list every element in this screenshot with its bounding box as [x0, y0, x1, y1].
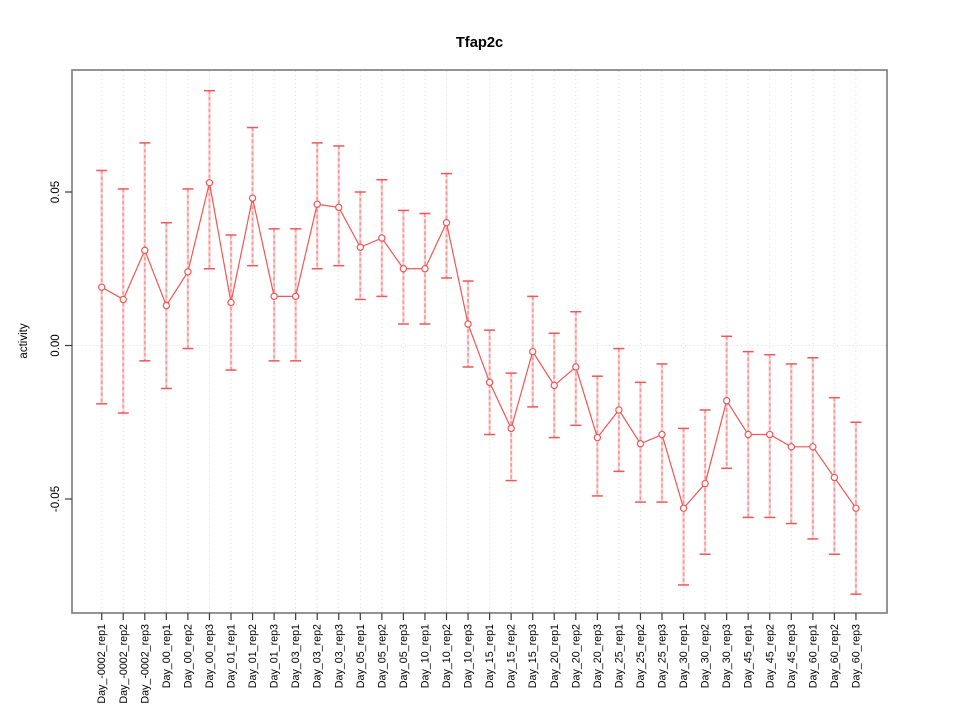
- x-tick-label: Day_-0002_rep3: [139, 624, 151, 704]
- x-tick-label: Day_03_rep1: [290, 624, 302, 688]
- data-point-marker: [830, 473, 839, 482]
- x-tick-label: Day_05_rep1: [355, 624, 367, 688]
- chart-title: Tfap2c: [456, 35, 503, 51]
- series-line: [101, 182, 857, 510]
- data-point-marker: [119, 295, 127, 304]
- data-point-marker: [787, 443, 796, 451]
- plot-box: [71, 69, 888, 614]
- x-tick-label: Day_25_rep2: [635, 624, 647, 688]
- data-point-marker: [227, 298, 235, 307]
- x-tick-label: Day_45_rep2: [764, 624, 776, 688]
- x-tick-label: Day_60_rep1: [807, 624, 819, 688]
- x-tick-label: Day_01_rep1: [226, 624, 238, 688]
- data-point-marker: [507, 424, 515, 433]
- data-point-marker: [421, 265, 429, 273]
- x-tick-label: Day_15_rep1: [484, 624, 496, 688]
- x-tick-label: Day_00_rep3: [204, 624, 216, 688]
- data-point-marker: [97, 283, 106, 291]
- x-tick-label: Day_45_rep1: [743, 624, 755, 688]
- x-tick-label: Day_30_rep3: [721, 624, 733, 688]
- x-tick-label: Day_45_rep3: [786, 624, 798, 688]
- data-point-marker: [636, 440, 645, 448]
- y-axis-title: activity: [18, 323, 30, 358]
- x-tick-label: Day_10_rep2: [441, 624, 453, 688]
- x-tick-label: Day_60_rep2: [829, 624, 841, 688]
- data-point-marker: [529, 347, 537, 356]
- data-point-marker: [335, 203, 343, 212]
- data-point-marker: [442, 218, 451, 227]
- data-point-marker: [701, 479, 709, 488]
- data-point-marker: [485, 378, 494, 387]
- plot-area: -0.05 0.00 0.05 Day_-0002_rep1 Day_-0002_rep…: [50, 69, 888, 704]
- y-tick-label: 0.05: [50, 181, 62, 203]
- x-tick-label: Day_00_rep1: [161, 624, 173, 688]
- data-point-marker: [766, 430, 774, 439]
- data-point-marker: [679, 504, 688, 512]
- x-tick-label: Day_-0002_rep1: [96, 624, 108, 704]
- x-tick-label: Day_20_rep3: [592, 624, 604, 688]
- x-tick-label: Day_30_rep2: [700, 624, 712, 688]
- x-tick-label: Day_10_rep3: [463, 624, 475, 688]
- data-point-marker: [356, 243, 364, 251]
- data-point-marker: [550, 381, 558, 390]
- data-point-marker: [464, 320, 472, 328]
- x-tick-label: Day_05_rep2: [376, 624, 388, 688]
- data-point-marker: [722, 397, 731, 405]
- x-tick-label: Day_20_rep2: [570, 624, 582, 688]
- data-point-marker: [184, 268, 192, 276]
- data-point-marker: [141, 246, 149, 255]
- data-point-marker: [658, 430, 666, 439]
- data-point-marker: [615, 406, 623, 414]
- x-tick-label: Day_-0002_rep2: [118, 624, 130, 704]
- data-point-marker: [205, 179, 214, 187]
- data-point-marker: [809, 443, 817, 451]
- x-tick-label: Day_03_rep2: [312, 624, 324, 688]
- data-point-marker: [248, 194, 257, 202]
- x-tick-label: Day_01_rep2: [247, 624, 259, 688]
- data-point-marker: [593, 433, 602, 442]
- data-point-marker: [852, 504, 860, 512]
- x-tick-label: Day_01_rep3: [269, 624, 281, 688]
- y-tick-label: 0.00: [50, 334, 62, 356]
- y-tick-label: -0.05: [50, 486, 62, 512]
- x-tick-label: Day_05_rep3: [398, 624, 410, 688]
- data-point-marker: [313, 200, 321, 208]
- data-point-marker: [378, 234, 386, 242]
- x-tick-label: Day_20_rep1: [549, 624, 561, 688]
- x-tick-label: Day_25_rep1: [613, 624, 625, 688]
- data-point-marker: [291, 292, 300, 301]
- x-tick-label: Day_03_rep3: [333, 624, 345, 688]
- data-point-marker: [270, 292, 278, 301]
- data-point-marker: [162, 301, 171, 310]
- x-tick-label: Day_10_rep1: [419, 624, 431, 688]
- x-tick-label: Day_30_rep1: [678, 624, 690, 688]
- data-point-marker: [744, 430, 752, 439]
- data-point-marker: [399, 265, 408, 273]
- x-tick-label: Day_00_rep2: [182, 624, 194, 688]
- x-tick-label: Day_60_rep3: [850, 624, 862, 688]
- data-point-marker: [572, 363, 580, 371]
- x-tick-label: Day_15_rep2: [506, 624, 518, 688]
- x-tick-label: Day_15_rep3: [527, 624, 539, 688]
- x-tick-label: Day_25_rep3: [657, 624, 669, 688]
